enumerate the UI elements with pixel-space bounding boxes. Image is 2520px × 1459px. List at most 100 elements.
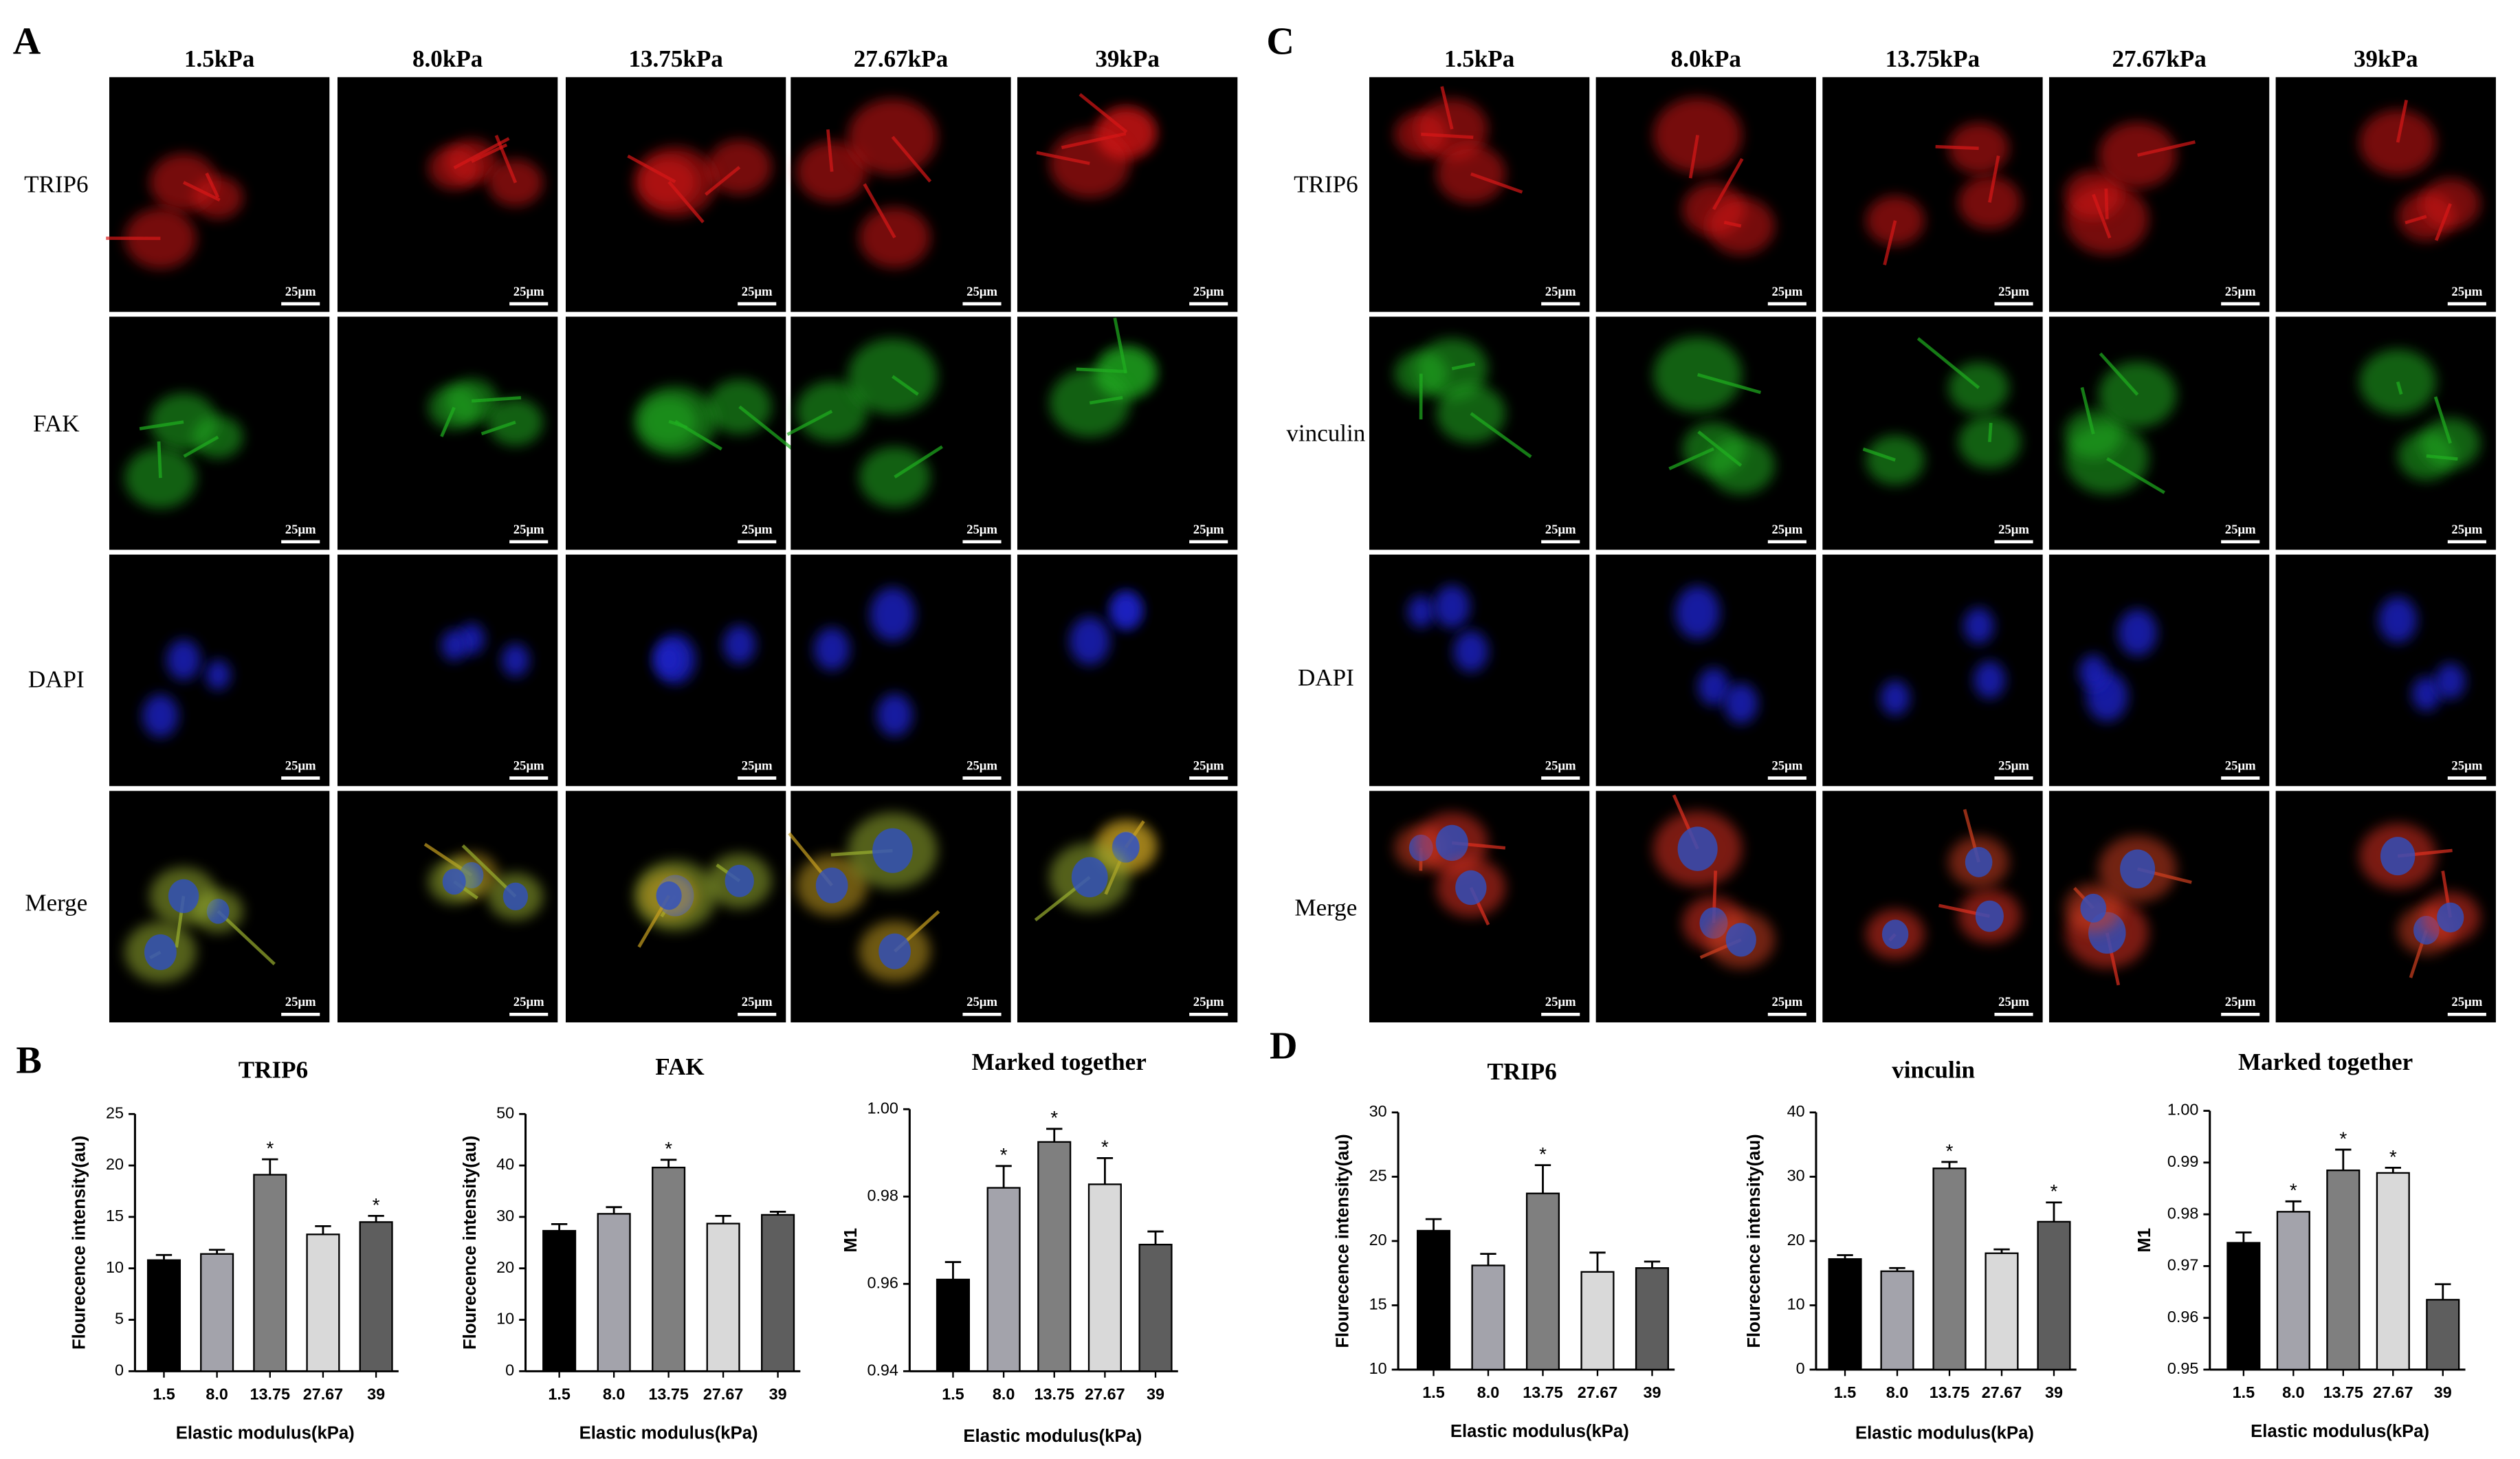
nucleus: [1407, 595, 1435, 628]
scale-bar-label: 25μm: [1193, 995, 1224, 1009]
significance-mark: *: [266, 1137, 274, 1159]
x-tick-label: 13.75: [1034, 1385, 1074, 1403]
nucleus: [2380, 837, 2416, 876]
bar: [1525, 1192, 1560, 1371]
cell-process: [892, 375, 919, 396]
x-tick-label: 13.75: [648, 1385, 688, 1403]
cell: [848, 338, 938, 415]
row-label: Merge: [25, 889, 87, 916]
row-label: DAPI: [1298, 664, 1354, 691]
cell-process: [891, 135, 932, 183]
bar: [986, 1187, 1021, 1372]
nucleus: [1069, 616, 1110, 666]
x-tick-label: 1.5: [2233, 1383, 2255, 1401]
micrograph: 25μm: [791, 554, 1011, 787]
error-bar: [1644, 1260, 1661, 1269]
cell-process: [471, 396, 522, 403]
y-tick-label: 25: [1369, 1167, 1387, 1185]
bar: [652, 1166, 686, 1372]
nucleus: [723, 625, 756, 664]
bar: [1138, 1243, 1173, 1372]
error-bar: [1889, 1266, 1905, 1271]
nucleus: [1880, 680, 1910, 716]
significance-mark: *: [1050, 1107, 1058, 1128]
error-bar: [769, 1211, 786, 1215]
cell-process: [1862, 447, 1896, 462]
nucleus: [2435, 663, 2466, 699]
cell: [1958, 415, 2022, 469]
scale-bar-label: 25μm: [2451, 523, 2482, 537]
error-bar: [944, 1261, 962, 1280]
error-bar: [660, 1159, 677, 1168]
micrograph: 25μm: [1822, 554, 2043, 787]
y-tick-label: 10: [1369, 1359, 1387, 1377]
bar: [2326, 1169, 2361, 1371]
y-tick-label: 10: [496, 1310, 514, 1328]
bar: [761, 1214, 795, 1372]
bar: [1932, 1167, 1967, 1371]
cell-process: [440, 406, 456, 437]
x-tick-label: 27.67: [303, 1385, 343, 1403]
scale-bar-label: 25μm: [1545, 523, 1576, 537]
scale-bar-label: 25μm: [966, 995, 997, 1009]
nucleus: [1698, 668, 1729, 706]
bar: [2426, 1299, 2460, 1371]
image-background: [1369, 554, 1590, 787]
bar: [2376, 1172, 2410, 1371]
row-label: FAK: [33, 410, 80, 437]
micrograph: 25μm: [791, 77, 1011, 312]
cell: [2098, 361, 2177, 428]
y-tick-label: 10: [106, 1258, 124, 1276]
micrograph: 25μm: [106, 77, 330, 312]
micrograph: 25μm: [2275, 791, 2496, 1022]
column-header: 8.0kPa: [1671, 45, 1741, 72]
error-bar: [715, 1214, 731, 1224]
micrograph: 25μm: [565, 316, 801, 550]
error-bar: [1837, 1254, 1853, 1260]
significance-mark: *: [1946, 1140, 1954, 1161]
y-tick-label: 0.96: [2167, 1308, 2198, 1326]
scale-bar-label: 25μm: [285, 285, 316, 299]
bar: [1828, 1258, 1862, 1371]
cell-process: [1697, 373, 1762, 395]
error-bar: [1046, 1128, 1063, 1142]
micrograph: 25μm: [1822, 791, 2043, 1022]
x-axis-label: Elastic modulus(kPa): [176, 1423, 355, 1442]
error-bar: [368, 1214, 384, 1222]
y-tick-label: 10: [1787, 1295, 1805, 1313]
scale-bar-label: 25μm: [1193, 285, 1224, 299]
scale-bar-label: 25μm: [742, 285, 773, 299]
x-tick-label: 1.5: [1422, 1383, 1445, 1401]
x-tick-label: 8.0: [1477, 1383, 1500, 1401]
cell-process: [1935, 144, 1979, 151]
error-bar: [995, 1165, 1012, 1188]
cell-process: [863, 183, 896, 239]
bar-chart: FAK 0 10 20 30 40 50 Flourecence intensity(au) E…: [461, 1053, 801, 1442]
micrograph: 25μm: [2048, 316, 2270, 550]
micrograph: 25μm: [1822, 77, 2043, 312]
nucleus: [1974, 661, 2006, 699]
cell-process: [894, 445, 943, 479]
column-header: 13.75kPa: [628, 45, 722, 72]
y-tick-label: 40: [1787, 1102, 1805, 1120]
x-tick-label: 27.67: [1085, 1385, 1125, 1403]
error-bar: [1480, 1253, 1496, 1266]
y-tick-label: 15: [106, 1207, 124, 1225]
scale-bar-label: 25μm: [2225, 523, 2256, 537]
panel-label: A: [13, 20, 41, 63]
cell-process: [2405, 215, 2427, 225]
x-tick-label: 39: [367, 1385, 385, 1403]
error-bar: [551, 1222, 568, 1231]
y-axis-label: Flourecence intensity(au): [1745, 1134, 1764, 1348]
nucleus: [144, 934, 177, 970]
cell-process: [738, 405, 801, 457]
cell-process: [2433, 396, 2452, 444]
scale-bar-label: 25μm: [513, 285, 544, 299]
cell-process: [1470, 412, 1532, 459]
cell-process: [480, 420, 516, 436]
micrograph: 25μm: [1369, 791, 1590, 1022]
micrograph: 25μm: [1017, 316, 1238, 550]
y-tick-label: 0: [505, 1361, 514, 1379]
y-tick-label: 50: [496, 1104, 514, 1121]
nucleus: [1455, 870, 1487, 906]
